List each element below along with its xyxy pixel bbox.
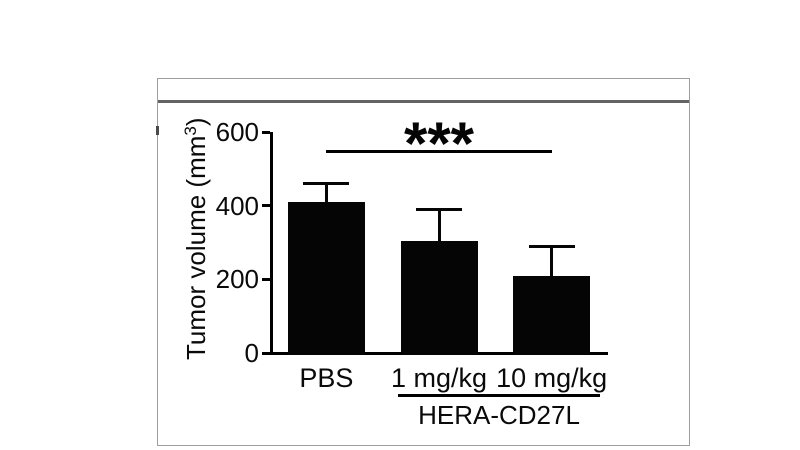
y-axis-title-text: Tumor volume (mm [181,135,211,360]
y-tick [262,277,270,281]
panel-divider-line [158,100,689,103]
y-tick [262,204,270,208]
y-tick [262,351,270,355]
x-category-label: PBS [299,363,354,393]
y-tick-label: 200 [215,264,259,295]
significance-label: *** [403,110,475,177]
error-bar-stem [437,209,441,243]
bar [287,201,365,355]
error-bar-cap [303,182,350,186]
bar [400,240,478,355]
y-axis-line [270,132,273,353]
x-category-label: 1 mg/kg [390,363,488,393]
edge-artifact [155,126,159,135]
y-tick-label: 600 [215,117,259,147]
y-tick [262,130,270,134]
error-bar-stem [550,246,554,278]
x-category-label: 10 mg/kg [496,363,608,393]
y-tick-label: 400 [215,190,259,221]
error-bar-cap [528,244,575,248]
y-axis-title: Tumor volume (mm3) [168,117,214,360]
error-bar-stem [324,183,328,204]
y-tick-label: 0 [244,338,259,368]
significance-line [326,150,552,153]
bar [513,275,591,355]
group-underline [398,394,600,397]
group-label: HERA-CD27L [418,400,580,430]
error-bar-cap [416,207,462,211]
